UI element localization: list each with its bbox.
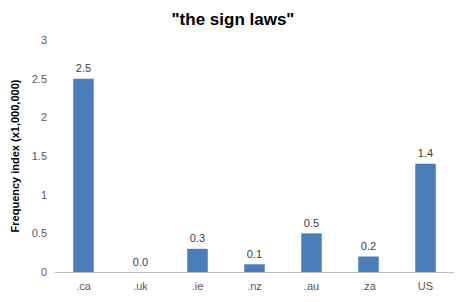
svg-text:.uk: .uk	[133, 280, 148, 292]
svg-text:US: US	[418, 280, 433, 292]
svg-text:0.1: 0.1	[247, 248, 262, 260]
svg-text:1.4: 1.4	[418, 147, 433, 159]
svg-text:.ca: .ca	[76, 280, 92, 292]
svg-text:2.5: 2.5	[32, 73, 47, 85]
svg-text:2.5: 2.5	[76, 62, 91, 74]
svg-text:2: 2	[41, 111, 47, 123]
svg-text:0.5: 0.5	[304, 217, 319, 229]
svg-text:1: 1	[41, 189, 47, 201]
svg-text:Frequency index (x1,000,000): Frequency index (x1,000,000)	[9, 79, 21, 232]
svg-text:0.2: 0.2	[361, 240, 376, 252]
svg-text:0.5: 0.5	[32, 227, 47, 239]
svg-text:1.5: 1.5	[32, 150, 47, 162]
svg-text:.ie: .ie	[192, 280, 204, 292]
svg-text:0: 0	[41, 266, 47, 278]
svg-text:0.0: 0.0	[133, 256, 148, 268]
svg-text:3: 3	[41, 34, 47, 46]
svg-text:.za: .za	[361, 280, 377, 292]
svg-text:.nz: .nz	[247, 280, 262, 292]
svg-text:.au: .au	[304, 280, 319, 292]
svg-text:0.3: 0.3	[190, 232, 205, 244]
svg-text:"the sign laws": "the sign laws"	[172, 10, 295, 29]
